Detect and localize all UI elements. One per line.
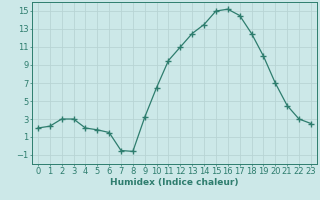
X-axis label: Humidex (Indice chaleur): Humidex (Indice chaleur): [110, 178, 239, 187]
